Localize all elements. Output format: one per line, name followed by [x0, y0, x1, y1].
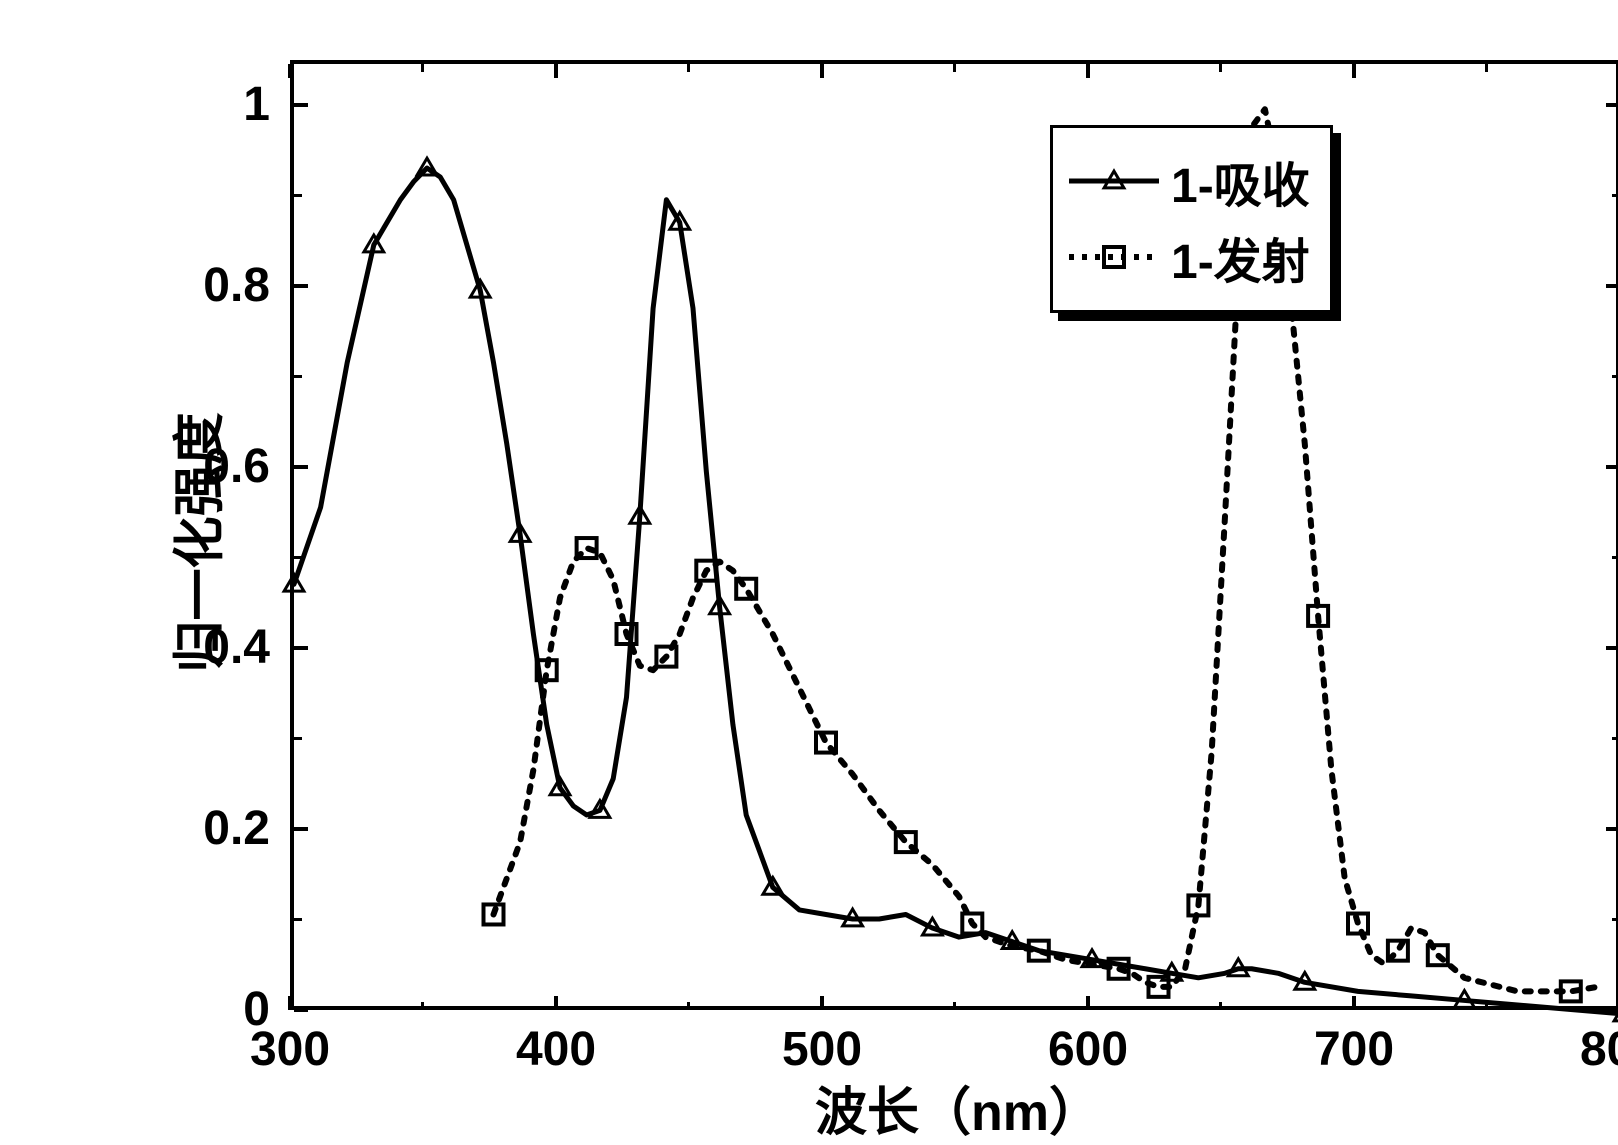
x-tick-label: 400	[496, 1022, 616, 1077]
legend-row: 1-吸收	[1069, 146, 1310, 216]
plot-area	[290, 60, 1618, 1010]
plot-svg	[294, 64, 1618, 1014]
y-tick-label: 0.2	[130, 801, 270, 856]
y-tick-label: 0.4	[130, 620, 270, 675]
y-tick-label: 1	[130, 77, 270, 132]
legend-row: 1-发射	[1069, 222, 1310, 292]
x-tick-label: 500	[762, 1022, 882, 1077]
legend-label: 1-吸收	[1171, 146, 1310, 216]
x-tick-label: 600	[1028, 1022, 1148, 1077]
x-tick-label: 700	[1294, 1022, 1414, 1077]
x-tick-label: 800	[1560, 1022, 1618, 1077]
spectrum-chart: 归一化强度 波长（nm） 00.20.40.60.813004005006007…	[40, 20, 1600, 1080]
chart-legend: 1-吸收1-发射	[1050, 125, 1333, 313]
legend-label: 1-发射	[1171, 222, 1310, 292]
x-tick-label: 300	[230, 1022, 350, 1077]
y-tick-label: 0.8	[130, 258, 270, 313]
y-tick-label: 0.6	[130, 439, 270, 494]
x-axis-label: 波长（nm）	[815, 1070, 1101, 1145]
